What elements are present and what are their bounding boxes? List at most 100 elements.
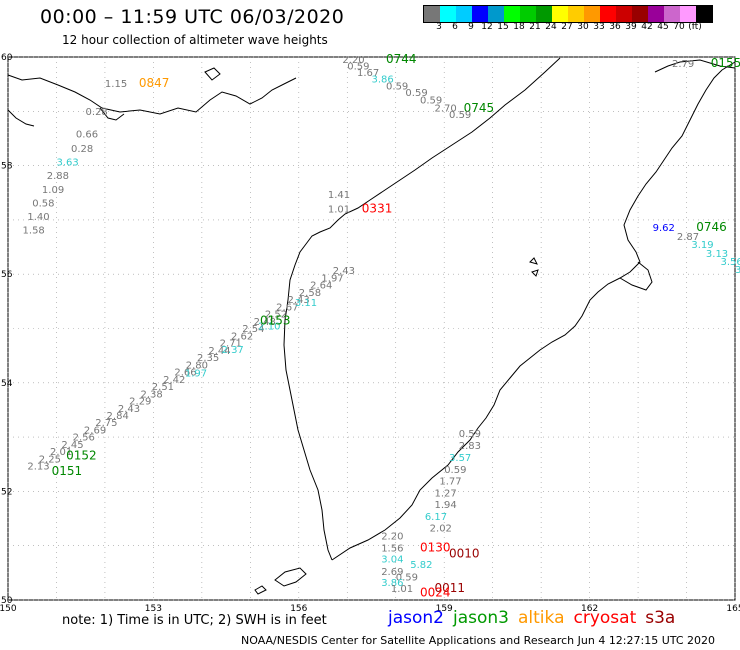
track-wave-label-high: 3.11 <box>295 298 317 309</box>
colorbar-swatch <box>584 6 600 22</box>
graticule <box>7 56 736 601</box>
koni-peninsula <box>99 107 125 121</box>
wave-height-label: 0.58 <box>32 198 54 209</box>
colorbar-swatch <box>536 6 552 22</box>
colorbar-label: 21 <box>529 22 541 32</box>
wave-height-label: 1.01 <box>391 584 413 595</box>
legend-entry-jason2: jason2 <box>388 608 444 628</box>
koryak-coast <box>654 59 736 73</box>
colorbar-swatch <box>456 6 472 22</box>
paramushir-island <box>274 567 307 587</box>
track-wave-label: 2.75 <box>95 418 117 429</box>
pass-time-label: 0151 <box>52 464 83 478</box>
lon-tick-label: 150 <box>0 604 17 614</box>
track-wave-label: 2.64 <box>310 281 332 292</box>
wave-height-label: 3.57 <box>449 453 471 464</box>
colorbar-swatch <box>680 6 696 22</box>
colorbar-label: 3 <box>436 22 442 32</box>
wave-height-label: 2.79 <box>672 59 694 70</box>
track-wave-label: 2.29 <box>129 397 151 408</box>
colorbar-swatch <box>648 6 664 22</box>
legend-entry-cryosat: cryosat <box>573 608 637 628</box>
wave-height-label: 1.94 <box>435 500 457 511</box>
wave-height-label: 3.56 <box>720 257 740 268</box>
kamchatsky-peninsula <box>619 261 653 291</box>
track-wave-label: 2.44 <box>208 346 230 357</box>
pass-time-label: 0152 <box>66 448 97 462</box>
wave-height-label: 2.87 <box>677 232 699 243</box>
wave-height-label: 3.63 <box>56 158 78 169</box>
pass-time-label: 0024 <box>420 586 451 600</box>
map-title: 00:00 – 11:59 UTC 06/03/2020 <box>40 6 345 28</box>
colorbar-label: 15 <box>497 22 509 32</box>
track-wave-label: 2.54 <box>242 324 264 335</box>
track-wave-label: 2.25 <box>39 454 61 465</box>
legend-entry-jason3: jason3 <box>453 608 509 628</box>
track-wave-label: 2.43 <box>333 266 355 277</box>
wave-height-label: 0.28 <box>86 107 108 118</box>
track-wave-label: 2.62 <box>231 331 253 342</box>
lat-tick-label: 58 <box>1 162 13 172</box>
colorbar-swatch <box>424 6 440 22</box>
wave-height-label: 3.86 <box>372 75 394 86</box>
colorbar-swatch <box>568 6 584 22</box>
kuril-islet <box>254 585 267 595</box>
small-island-2 <box>531 269 539 277</box>
kamchatka-west-coast <box>283 57 561 561</box>
wave-height-label: 0.59 <box>396 572 418 583</box>
axis-tick-labels: 150 153 156 159 162 165 60 58 56 54 52 50 <box>0 53 740 614</box>
colorbar-label: 39 <box>625 22 637 32</box>
colorbar-swatch <box>472 6 488 22</box>
colorbar-label: 42 <box>641 22 653 32</box>
wave-height-label: 0.59 <box>405 88 427 99</box>
wave-height-label: 2.20 <box>342 55 364 66</box>
wave-height-label: 1.41 <box>328 190 350 201</box>
colorbar-swatch <box>504 6 520 22</box>
footnote: note: 1) Time is in UTC; 2) SWH is in fe… <box>62 613 327 628</box>
pass-time-label: 0130 <box>420 541 451 555</box>
colorbar-swatch <box>520 6 536 22</box>
wave-height-label: 1.77 <box>439 476 461 487</box>
track-wave-label: 2.52 <box>265 310 287 321</box>
wave-height-label: 3.13 <box>706 249 728 260</box>
lon-tick-label: 165 <box>726 604 740 614</box>
track-wave-label: 2.43 <box>118 404 140 415</box>
colorbar-swatch <box>632 6 648 22</box>
colorbar-swatch <box>552 6 568 22</box>
colorbar-label: 12 <box>481 22 493 32</box>
northwest-coast <box>7 109 35 127</box>
track-wave-label-high: 2.37 <box>222 345 244 356</box>
wave-height-label: 0.59 <box>420 96 442 107</box>
wave-height-label: 5.82 <box>410 560 432 571</box>
track-wave-label: 2.35 <box>197 353 219 364</box>
satellite-track: 2.132.252.012.452.562.692.752.842.432.29… <box>27 266 355 472</box>
pass-time-label: 0010 <box>449 547 480 561</box>
colorbar-swatch <box>616 6 632 22</box>
colorbar-swatch <box>440 6 456 22</box>
wave-height-label: 3.86 <box>381 578 403 589</box>
track-wave-label: 2.48 <box>254 317 276 328</box>
colorbar-swatch <box>600 6 616 22</box>
wave-height-label: 1.40 <box>27 212 49 223</box>
colorbar-label: 30 <box>577 22 589 32</box>
wave-height-label: 6.17 <box>425 512 447 523</box>
pass-time-label: 0847 <box>139 76 170 90</box>
track-wave-label: 2.13 <box>27 462 49 473</box>
wave-height-label: 3.04 <box>381 555 403 566</box>
pass-time-label: 0744 <box>386 52 417 66</box>
pass-time-label: 0011 <box>435 581 466 595</box>
track-wave-label: 2.43 <box>287 295 309 306</box>
track-wave-label: 2.84 <box>107 411 129 422</box>
wave-height-label: 0.66 <box>76 129 98 140</box>
lon-tick-label: 159 <box>436 604 453 614</box>
okhotsk-north-coast <box>7 74 297 115</box>
lat-tick-label: 60 <box>1 53 13 63</box>
colorbar-swatch <box>488 6 504 22</box>
wave-height-label: 9.62 <box>653 223 675 234</box>
wave-height-label: 1.27 <box>435 488 457 499</box>
colorbar-label: 33 <box>593 22 605 32</box>
wave-height-label: 3.0 <box>735 265 740 276</box>
track-wave-label: 2.42 <box>163 375 185 386</box>
